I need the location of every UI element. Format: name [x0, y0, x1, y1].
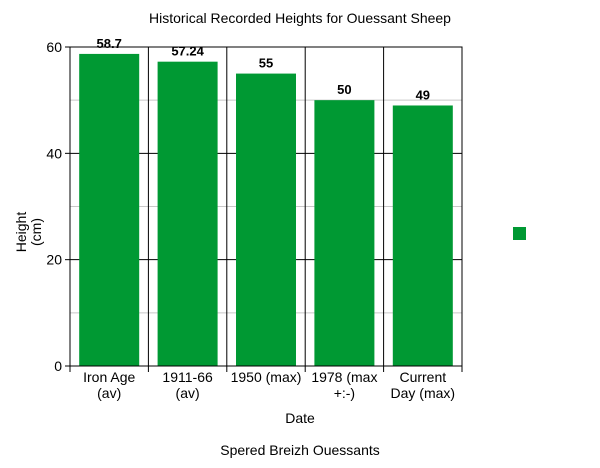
y-tick-label: 0 [54, 358, 62, 374]
x-axis: Iron Age (av) 1911-66 (av) 1950 (max) 1978 (m… [69, 366, 463, 401]
bar [392, 105, 453, 366]
plot-border [69, 46, 463, 367]
y-tick-label: 60 [46, 39, 62, 55]
bar [157, 61, 218, 366]
y-axis: 0 20 40 60 [46, 39, 70, 374]
x-tick-label: 1911-66 (av) [162, 369, 213, 401]
bar [79, 53, 140, 366]
chart-title: Historical Recorded Heights for Ouessant… [149, 10, 451, 26]
chart-caption: Spered Breizh Ouessants [220, 442, 380, 458]
bar-value-label: 55 [259, 56, 273, 71]
x-tick-label: Iron Age (av) [83, 369, 135, 401]
plot-frame [69, 46, 463, 367]
bar-value-label: 58.7 [97, 36, 122, 51]
x-axis-title: Date [285, 410, 315, 426]
y-axis-title: Height(cm) [13, 212, 44, 253]
x-tick-label: 1978 (max +:-) [311, 369, 377, 401]
legend-swatch [513, 227, 526, 240]
x-tick-label: Current Day (max) [391, 369, 456, 401]
bar-value-label: 49 [416, 87, 430, 102]
y-tick-label: 40 [46, 145, 62, 161]
bar [236, 73, 296, 366]
bars: 58.7 57.24 55 50 49 [79, 36, 453, 367]
y-tick-label: 20 [46, 252, 62, 268]
x-tick-label: 1950 (max) [231, 369, 302, 385]
bar-value-label: 57.24 [171, 44, 204, 59]
bar [314, 100, 375, 367]
bar-value-label: 50 [337, 82, 351, 97]
